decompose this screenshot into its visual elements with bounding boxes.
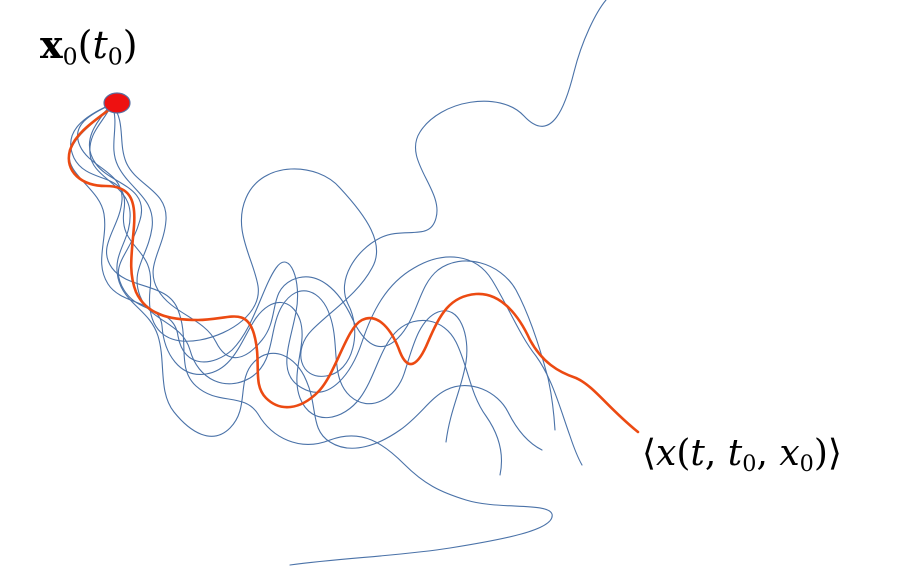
mean-open-paren: (: [676, 433, 691, 474]
mean-path-label: ⟨x(t, t0, x0)⟩: [642, 436, 842, 476]
sample-trajectories: [68, 0, 607, 566]
mean-arg-initial-position: x: [779, 433, 800, 474]
mean-trajectory: [67, 104, 640, 434]
mean-open-bracket: ⟨: [642, 433, 657, 474]
start-symbol: x: [40, 22, 63, 67]
mean-arg-time: t: [690, 433, 705, 474]
start-symbol-subscript: 0: [62, 42, 78, 71]
mean-arg-initial-position-subscript: 0: [799, 451, 814, 478]
sample-trajectory-7: [111, 103, 556, 431]
sample-trajectory-4: [111, 103, 468, 443]
start-marker: [103, 92, 131, 114]
mean-comma-2: ,: [756, 433, 780, 474]
mean-comma-1: ,: [704, 433, 728, 474]
start-close-paren: ): [122, 23, 138, 67]
mean-symbol: x: [656, 433, 677, 474]
start-point-label: x0(t0): [40, 26, 138, 69]
start-argument-subscript: 0: [107, 42, 123, 71]
sample-trajectory-5: [77, 103, 553, 566]
mean-close-paren: ): [813, 433, 828, 474]
sample-trajectory-6: [89, 103, 543, 451]
mean-arg-initial-time: t: [727, 433, 743, 474]
mean-arg-initial-time-subscript: 0: [742, 451, 757, 478]
sample-trajectory-2: [88, 103, 583, 466]
sample-trajectory-1: [70, 0, 607, 377]
mean-close-bracket: ⟩: [827, 433, 842, 474]
sample-trajectory-3: [68, 103, 503, 476]
start-argument: t: [92, 23, 108, 67]
start-open-paren: (: [77, 23, 93, 67]
